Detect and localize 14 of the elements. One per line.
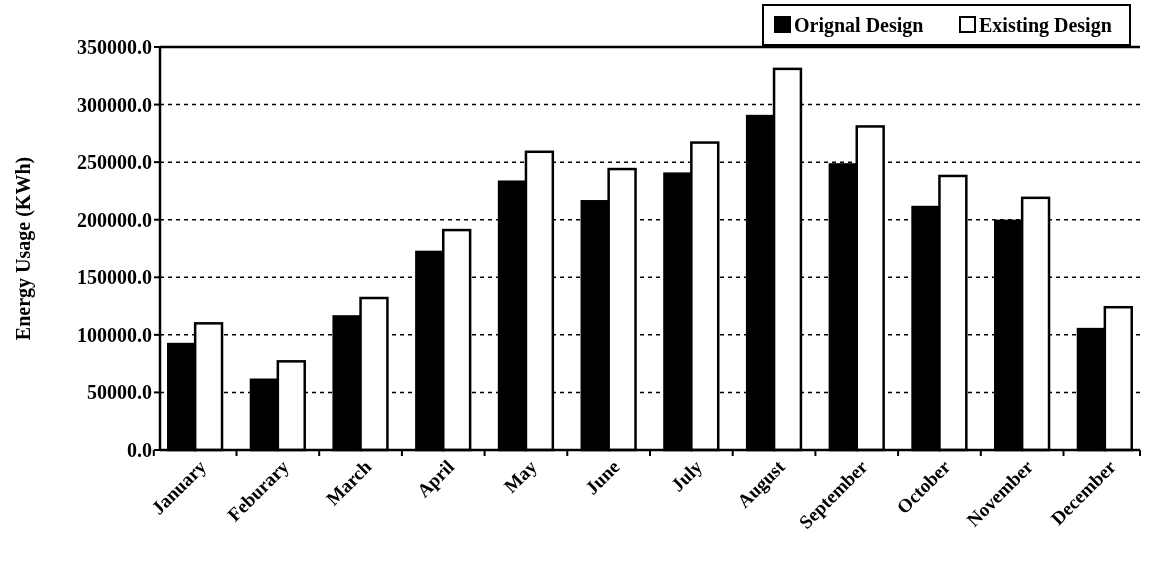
y-tick-label: 200000.0 bbox=[77, 208, 152, 231]
y-tick-label: 50000.0 bbox=[87, 381, 152, 404]
y-tick-label: 350000.0 bbox=[77, 36, 152, 58]
y-tick-label: 0.0 bbox=[127, 439, 152, 461]
legend-label: Existing Design bbox=[979, 14, 1112, 37]
x-tick-label: June bbox=[581, 455, 624, 499]
legend-label: Orignal Design bbox=[794, 14, 924, 37]
y-tick-label: 250000.0 bbox=[77, 151, 152, 174]
x-tick-label: May bbox=[499, 455, 542, 497]
y-tick-label: 150000.0 bbox=[77, 266, 152, 289]
x-tick-label: July bbox=[666, 455, 707, 496]
y-tick-label: 100000.0 bbox=[77, 323, 152, 346]
y-axis-title: Energy Usage (KWh) bbox=[12, 156, 35, 341]
y-tick-label: 300000.0 bbox=[77, 93, 152, 116]
